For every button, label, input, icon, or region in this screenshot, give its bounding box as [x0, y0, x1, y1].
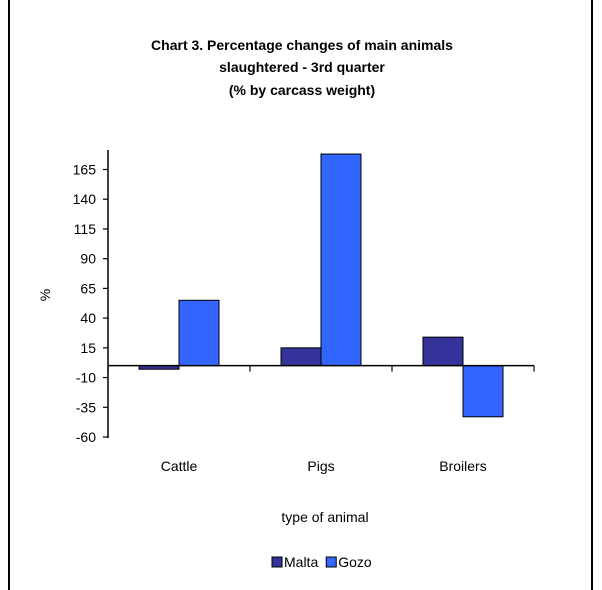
y-tick-label: 15	[80, 340, 96, 356]
bar-gozo-cattle	[178, 299, 220, 367]
chart-title: Chart 3. Percentage changes of main anim…	[151, 37, 453, 98]
chart-title-line-3: (% by carcass weight)	[229, 82, 375, 98]
legend-label-malta: Malta	[284, 554, 318, 570]
y-ticks-group: 165 140 115 90 65 40 15 -10 -35 -60	[73, 162, 108, 445]
y-tick-label: -60	[76, 429, 96, 445]
legend-swatch-gozo	[325, 556, 337, 568]
chart-title-line-2: slaughtered - 3rd quarter	[219, 59, 385, 75]
y-tick-label: -35	[76, 399, 96, 415]
y-tick-label: 40	[80, 310, 96, 326]
category-label-pigs: Pigs	[307, 458, 334, 474]
category-labels-group: Cattle Pigs Broilers	[161, 458, 487, 474]
chart-title-line-1: Chart 3. Percentage changes of main anim…	[151, 37, 453, 53]
legend-label-gozo: Gozo	[338, 554, 372, 570]
category-label-broilers: Broilers	[439, 458, 486, 474]
y-tick-label: 140	[73, 191, 97, 207]
x-axis-label: type of animal	[281, 509, 368, 525]
y-axis-label: %	[37, 289, 53, 301]
axes-group	[107, 150, 535, 438]
bar-gozo-pigs	[320, 153, 362, 367]
bar-malta-pigs	[280, 347, 322, 367]
legend: Malta Gozo	[271, 554, 372, 570]
legend-swatch-malta	[271, 556, 283, 568]
bar-gozo-broilers	[462, 365, 504, 418]
y-tick-label: 115	[74, 221, 97, 237]
y-tick-label: 65	[80, 280, 96, 296]
bars-group	[138, 153, 504, 418]
y-tick-label: -10	[76, 370, 96, 386]
y-tick-label: 90	[80, 251, 96, 267]
bar-malta-broilers	[422, 336, 464, 367]
category-label-cattle: Cattle	[161, 458, 198, 474]
y-tick-label: 165	[73, 162, 97, 178]
